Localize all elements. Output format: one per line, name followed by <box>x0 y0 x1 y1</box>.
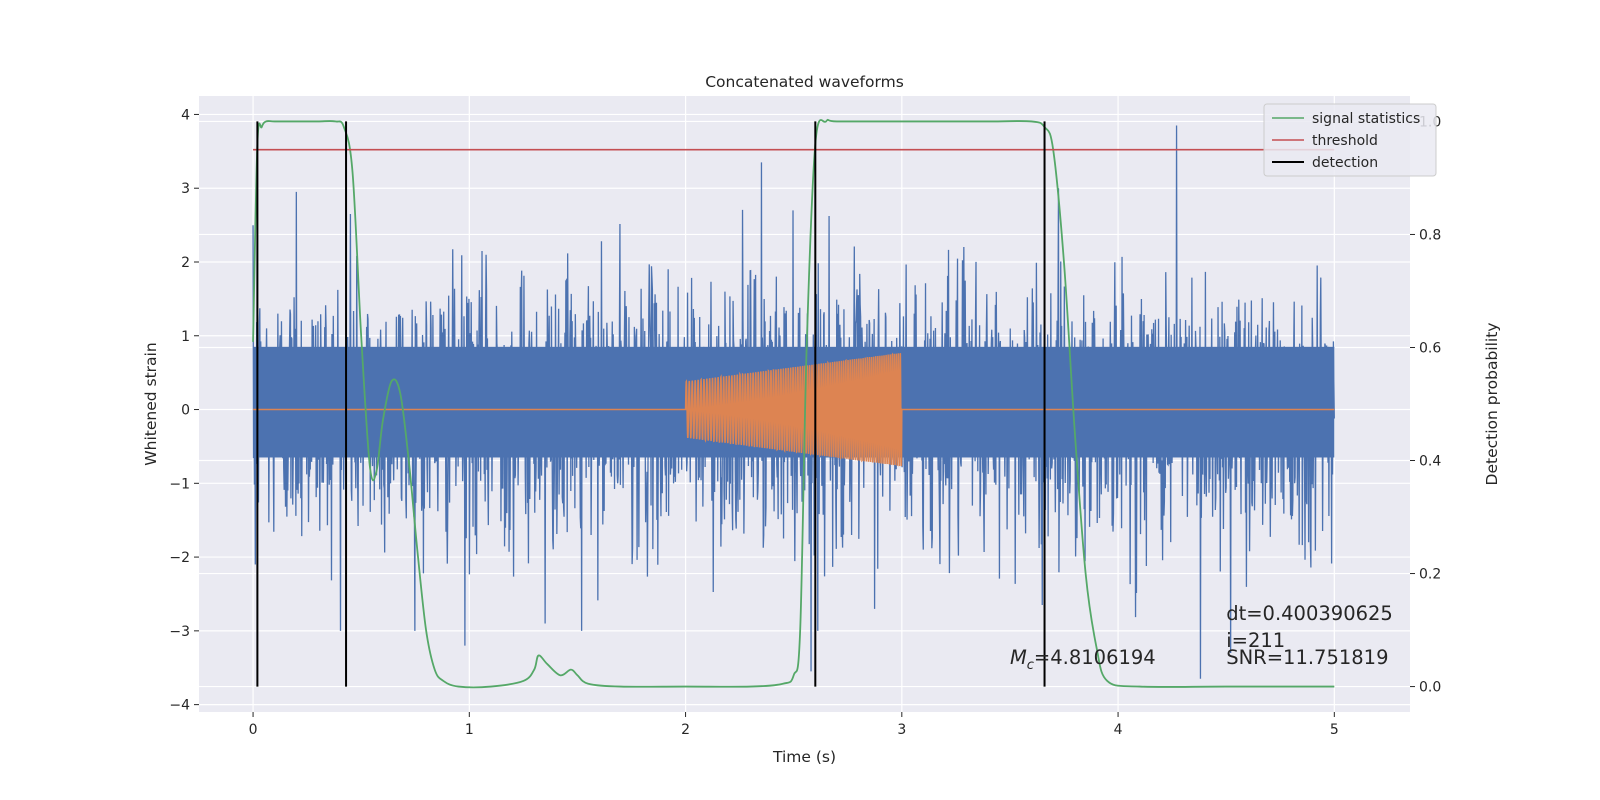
y-tick-label: −3 <box>169 624 190 640</box>
annotation-subscript: c <box>1027 658 1034 673</box>
x-tick-label: 1 <box>465 722 474 738</box>
y2-axis-label: Detection probability <box>1483 323 1501 486</box>
legend-label: detection <box>1312 155 1378 171</box>
y-tick-label: −4 <box>169 698 190 714</box>
y2-tick-label: 0.4 <box>1419 454 1441 470</box>
legend: signal statistics threshold detection <box>1263 103 1437 177</box>
annotation-text: SNR=11.751819 <box>1226 646 1388 669</box>
y-tick-label: −2 <box>169 550 190 566</box>
annotation-symbol: M <box>1010 646 1027 669</box>
y-tick-label: −1 <box>169 476 190 492</box>
annotation-text: dt=0.400390625 <box>1226 602 1393 625</box>
y-tick-label: 0 <box>181 403 190 419</box>
annotation-text: Mc=4.8106194 <box>1010 646 1156 673</box>
legend-label: threshold <box>1312 133 1378 149</box>
y-tick-label: 3 <box>181 181 190 197</box>
y-tick-label: 4 <box>181 107 190 123</box>
legend-box <box>1263 103 1437 177</box>
x-tick-label: 2 <box>681 722 690 738</box>
y2-tick-label: 0.0 <box>1419 680 1441 696</box>
y2-tick-label: 0.2 <box>1419 567 1441 583</box>
legend-label: signal statistics <box>1312 111 1420 127</box>
x-tick-label: 4 <box>1114 722 1123 738</box>
y-tick-label: 2 <box>181 255 190 271</box>
y2-tick-label: 0.6 <box>1419 340 1441 356</box>
chart-title: Concatenated waveforms <box>705 73 904 91</box>
y-axis-label: Whitened strain <box>142 342 160 465</box>
plot-content <box>252 118 1335 689</box>
annotation-value: =4.8106194 <box>1034 646 1156 669</box>
x-tick-label: 0 <box>249 722 258 738</box>
y-tick-label: 1 <box>181 329 190 345</box>
x-tick-label: 5 <box>1330 722 1339 738</box>
x-axis-label: Time (s) <box>772 748 836 766</box>
annotation-text: i=211 <box>1226 629 1285 652</box>
y2-tick-label: 0.8 <box>1419 227 1441 243</box>
injection-series <box>253 352 1335 467</box>
x-tick-label: 3 <box>897 722 906 738</box>
